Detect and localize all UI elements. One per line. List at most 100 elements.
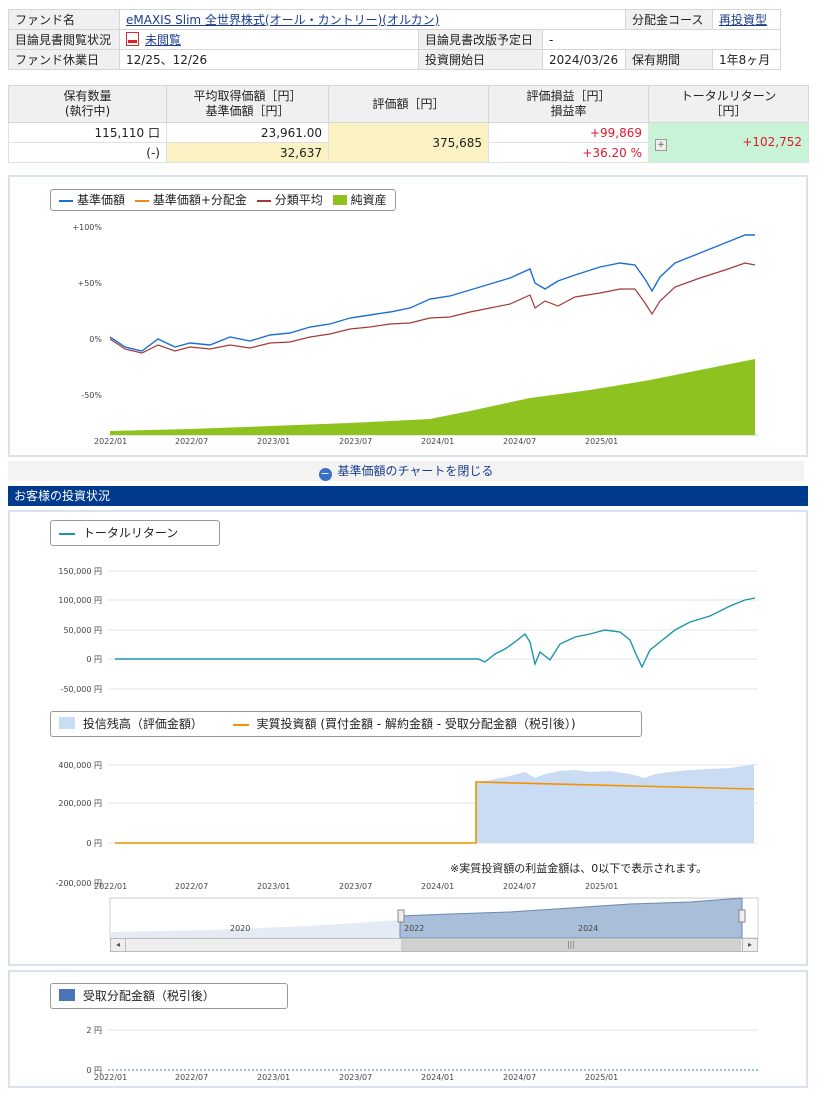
investment-status-panel: トータルリターン 150,000 円 100,000 円 50,000 円 0 … — [8, 510, 808, 966]
y-tick: 150,000 円 — [58, 567, 102, 576]
x-tick: 2022/01 — [94, 1073, 128, 1082]
navigator-label: 2022 — [404, 924, 425, 933]
prospectus-revision-label: 目論見書改版予定日 — [418, 29, 543, 50]
legend-swatch-net-assets — [332, 195, 347, 205]
y-tick: 0 円 — [86, 1066, 102, 1075]
y-tick: 0 円 — [86, 655, 102, 664]
total-return-cell: + +102,752 — [648, 122, 809, 163]
start-date-label: 投資開始日 — [418, 49, 543, 70]
x-tick: 2023/07 — [339, 882, 373, 891]
legend-swatch-nav-dist — [134, 199, 149, 202]
fund-name-label: ファンド名 — [8, 9, 120, 30]
x-tick: 2025/01 — [585, 437, 619, 446]
y-tick: 400,000 円 — [58, 761, 102, 770]
x-tick: 2023/01 — [257, 437, 291, 446]
y-tick: 100,000 円 — [58, 596, 102, 605]
total-return-plot — [108, 570, 758, 690]
balance-legend: 投信残高（評価金額） 実質投資額 (買付金額 - 解約金額 - 受取分配金額（税… — [50, 711, 642, 737]
x-tick: 2024/07 — [503, 1073, 537, 1082]
navigator-scrollbar[interactable]: ◂ ||| ▸ — [110, 938, 758, 952]
executing-value: (-) — [8, 142, 167, 163]
y-tick: +100% — [72, 223, 102, 232]
scroll-left-icon[interactable]: ◂ — [111, 939, 126, 951]
x-tick: 2022/01 — [94, 882, 128, 891]
y-tick: -50,000 円 — [60, 685, 102, 694]
x-tick: 2024/01 — [421, 437, 455, 446]
avg-price-header: 平均取得価額［円］ 基準価額［円］ — [166, 85, 329, 123]
minus-circle-icon: − — [318, 467, 332, 481]
y-tick: 50,000 円 — [63, 626, 102, 635]
total-return-header: トータルリターン ［円］ — [648, 85, 809, 123]
legend-nav-dist[interactable]: 基準価額+分配金 — [152, 193, 247, 207]
dividend-panel: 受取分配金額（税引後） 2 円 0 円 2022/01 2022/07 2023… — [8, 970, 808, 1088]
legend-total-return[interactable]: トータルリターン — [82, 526, 179, 540]
x-tick: 2022/01 — [94, 437, 128, 446]
y-tick: 200,000 円 — [58, 799, 102, 808]
balance-plot — [108, 764, 759, 939]
holiday-label: ファンド休業日 — [8, 49, 120, 70]
nav-chart-panel: 基準価額 基準価額+分配金 分類平均 純資産 +100% +50% 0% -50… — [8, 175, 808, 457]
note-text: ※実質投資額の利益金額は、0以下で表示されます。 — [450, 862, 708, 875]
legend-balance[interactable]: 投信残高（評価金額） — [82, 717, 203, 731]
navigator-label: 2024 — [578, 924, 599, 933]
x-tick: 2022/07 — [175, 1073, 209, 1082]
holding-period-value: 1年8ヶ月 — [712, 49, 781, 70]
x-tick: 2024/07 — [503, 882, 537, 891]
navigator-label: 2020 — [230, 924, 251, 933]
x-tick: 2024/01 — [421, 882, 455, 891]
x-tick: 2023/01 — [257, 1073, 291, 1082]
close-chart-label[interactable]: 基準価額のチャートを閉じる — [337, 464, 494, 478]
x-tick: 2023/07 — [339, 437, 373, 446]
y-tick: 0 円 — [86, 839, 102, 848]
legend-swatch-dividend — [59, 989, 75, 1001]
quantity-header: 保有数量 (執行中) — [8, 85, 167, 123]
balance-area — [476, 764, 754, 843]
legend-invested[interactable]: 実質投資額 (買付金額 - 解約金額 - 受取分配金額（税引後）) — [256, 717, 576, 731]
nav-line — [109, 234, 755, 352]
legend-swatch-invested — [232, 723, 249, 726]
legend-swatch-nav — [59, 199, 73, 202]
total-return-line — [115, 597, 756, 669]
quantity-value: 115,110 口 — [8, 122, 167, 143]
legend-swatch-total-return — [59, 532, 75, 535]
holdings-table: 保有数量 (執行中) 平均取得価額［円］ 基準価額［円］ 評価額［円］ 評価損益［円… — [8, 85, 809, 163]
nav-value: 32,637 — [166, 142, 329, 163]
legend-category-avg[interactable]: 分類平均 — [274, 193, 323, 207]
pl-value: +99,869 — [488, 122, 649, 143]
prospectus-revision-value: - — [542, 29, 781, 50]
legend-net-assets[interactable]: 純資産 — [350, 193, 387, 207]
x-tick: 2025/01 — [585, 882, 619, 891]
close-chart-bar[interactable]: − 基準価額のチャートを閉じる — [8, 461, 804, 481]
invested-line — [115, 781, 755, 844]
distribution-course-link[interactable]: 再投資型 — [719, 13, 768, 27]
fund-name-link[interactable]: eMAXIS Slim 全世界株式(オール・カントリー)(オルカン) — [126, 13, 440, 27]
net-assets-area — [110, 359, 755, 435]
scroll-thumb[interactable]: ||| — [401, 939, 741, 951]
total-return-value: +102,752 — [742, 134, 802, 149]
scroll-right-icon[interactable]: ▸ — [742, 939, 757, 951]
nav-chart-legend: 基準価額 基準価額+分配金 分類平均 純資産 — [50, 189, 396, 211]
y-tick: +50% — [77, 279, 102, 288]
prospectus-status-link[interactable]: 未閲覧 — [145, 33, 182, 47]
valuation-value: 375,685 — [328, 122, 489, 163]
legend-nav[interactable]: 基準価額 — [77, 193, 126, 207]
pdf-icon — [126, 32, 139, 46]
navigator-handle-right[interactable] — [738, 909, 746, 923]
fund-info-table: ファンド名 eMAXIS Slim 全世界株式(オール・カントリー)(オルカン)… — [8, 9, 781, 70]
x-tick: 2024/01 — [421, 1073, 455, 1082]
valuation-header: 評価額［円］ — [328, 85, 489, 123]
category-avg-line — [109, 262, 756, 354]
expand-icon[interactable]: + — [655, 138, 667, 151]
x-tick: 2023/07 — [339, 1073, 373, 1082]
dividend-legend: 受取分配金額（税引後） — [50, 983, 288, 1009]
navigator-handle-left[interactable] — [397, 909, 405, 923]
legend-swatch-category — [256, 199, 271, 202]
x-tick: 2022/07 — [175, 882, 209, 891]
legend-dividend[interactable]: 受取分配金額（税引後） — [82, 989, 215, 1003]
avg-price-value: 23,961.00 — [166, 122, 329, 143]
x-tick: 2022/07 — [175, 437, 209, 446]
x-tick: 2023/01 — [257, 882, 291, 891]
y-tick: -50% — [81, 391, 102, 400]
total-return-legend: トータルリターン — [50, 520, 220, 546]
y-tick: -200,000 円 — [55, 879, 102, 888]
